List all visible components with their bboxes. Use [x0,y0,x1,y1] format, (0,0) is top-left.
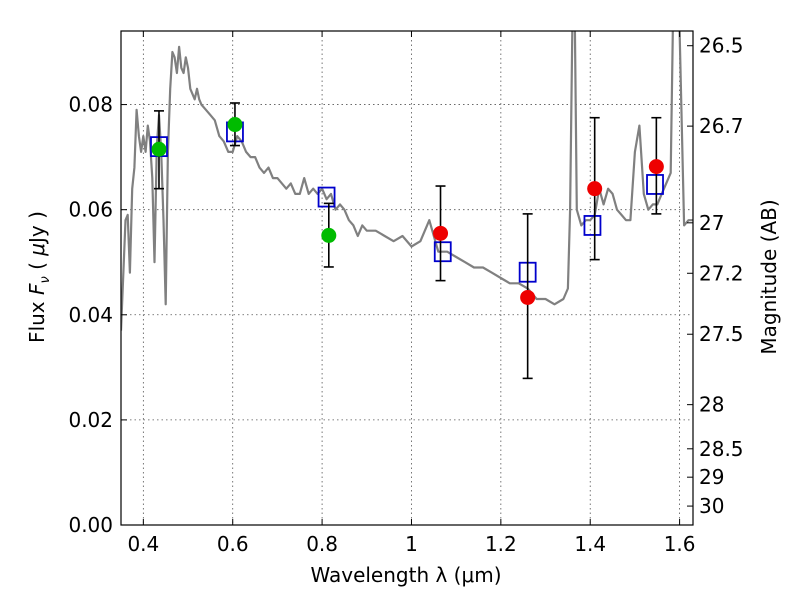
x-tick-label: 1.4 [574,532,606,556]
x-tick-label: 1.6 [664,532,696,556]
markers [150,102,664,380]
x-axis-title: Wavelength λ (μm) [310,563,501,587]
y-axis-title: Flux Fν ( μJy ) [25,211,53,343]
y2-tick-label: 28 [699,393,724,417]
photometry-point [151,141,167,157]
y2-tick-label: 27.2 [699,261,744,285]
y2-tick-label: 29 [699,465,724,489]
model-box-marker [646,174,664,195]
x-tick-label: 0.8 [306,532,338,556]
y-tick-label: 0.04 [68,303,113,327]
photometry-point [227,117,243,133]
x-tick-label: 0.6 [217,532,249,556]
x-tick-label: 1.2 [485,532,517,556]
photometry-point [433,225,449,241]
y-tick-label: 0.06 [68,198,113,222]
photometry-point [520,289,536,305]
y2-tick-label: 27 [699,211,724,235]
photometry-point [321,227,337,243]
x-tick-label: 0.4 [127,532,159,556]
model-box-marker [583,215,602,236]
model-box-marker [317,186,336,208]
spectrum-line [121,31,693,331]
plot-frame [120,30,694,526]
y2-tick-label: 30 [699,494,724,518]
y2-axis-title: Magnitude (AB) [757,199,781,354]
plot-area [121,31,693,331]
grid [121,31,693,526]
model-box-marker [433,241,452,263]
axes: 0.4 0.6 0.8 1 1.2 1.4 1.6 0.00 0.02 0.04 0.06 0.08 2… [68,31,744,556]
y2-tick-label: 26.7 [699,114,744,138]
y2-tick-label: 27.5 [699,322,744,346]
y-tick-label: 0.08 [68,93,113,117]
y2-tick-label: 28.5 [699,437,744,461]
photometry-point [648,159,664,175]
x-tick-label: 1 [405,532,418,556]
y-tick-label: 0.02 [68,408,113,432]
y-tick-label: 0.00 [68,513,113,537]
photometry-point [587,181,603,197]
y2-tick-label: 26.5 [699,34,744,58]
